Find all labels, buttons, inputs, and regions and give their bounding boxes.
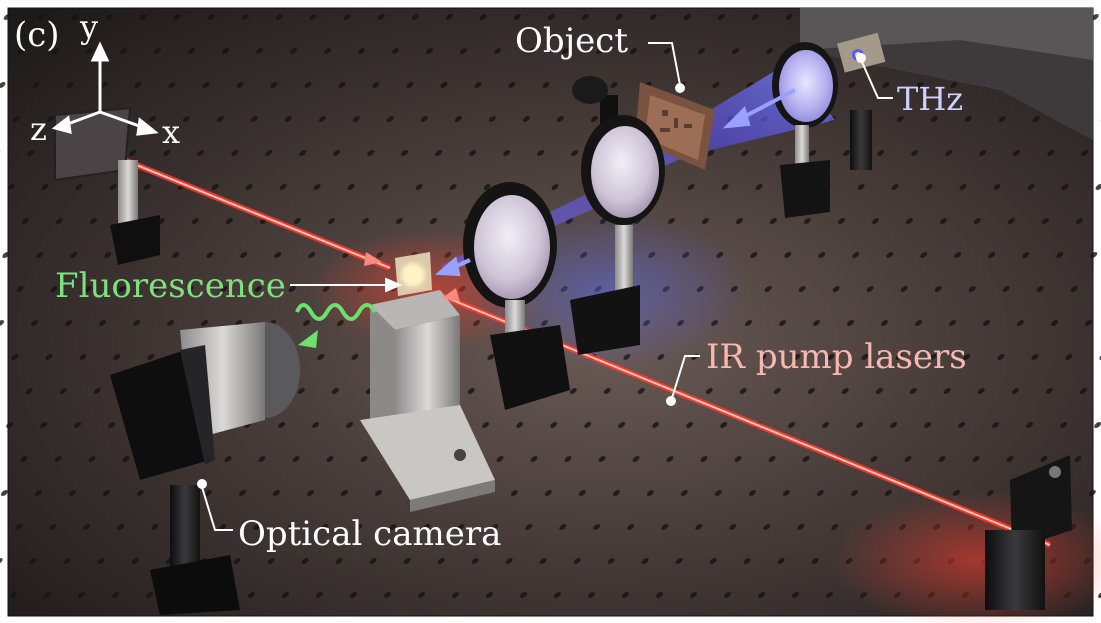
thz-direction-arrows [434, 88, 796, 277]
panel-label: (c) [14, 15, 60, 55]
left-mirror-mount [54, 106, 160, 265]
thz-lens-far [772, 42, 838, 218]
camera-label: Optical camera [238, 514, 501, 554]
crystal-holder [360, 252, 495, 512]
ir-pump-label: IR pump lasers [706, 337, 967, 377]
axes-icon [51, 41, 159, 136]
lens-near [463, 182, 570, 410]
right-mirror-mount [985, 455, 1072, 610]
thz-label: THz [897, 80, 963, 118]
optical-camera [110, 322, 300, 615]
axis-y-label: y [79, 8, 98, 46]
axis-z-label: z [30, 110, 47, 148]
callout-lines [197, 42, 893, 531]
fluorescence-label: Fluorescence [55, 266, 286, 306]
fluorescence-wave [295, 303, 377, 321]
ir-direction-arrows [364, 252, 460, 302]
lens-middle [570, 115, 665, 355]
axis-x-label: x [162, 113, 180, 151]
object-label: Object [515, 21, 628, 61]
